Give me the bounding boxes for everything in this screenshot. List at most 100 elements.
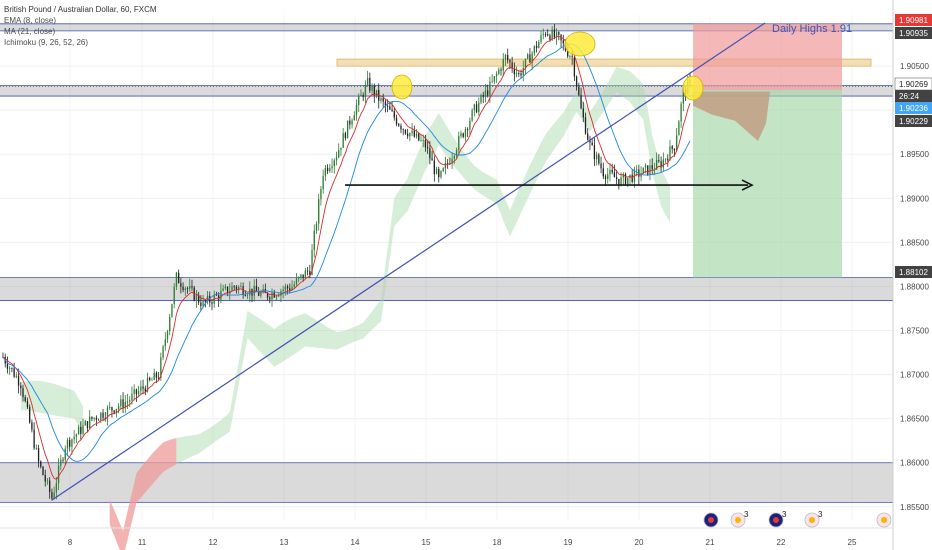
trade-position-box[interactable] <box>693 23 842 278</box>
event-icon[interactable] <box>804 512 820 528</box>
candle <box>380 96 382 104</box>
candle <box>35 444 38 450</box>
ema-legend[interactable]: EMA (8, close) <box>4 16 57 25</box>
candle <box>382 93 384 108</box>
candle <box>84 419 86 426</box>
price-tick-label: 1.88500 <box>900 238 929 247</box>
candle-body <box>404 129 407 134</box>
take-profit-zone[interactable] <box>693 89 842 278</box>
candle-body <box>595 154 598 160</box>
candle-body <box>186 288 189 290</box>
candle-body <box>102 412 104 418</box>
candle <box>126 393 129 410</box>
candle <box>600 156 602 174</box>
economic-event-icons[interactable]: 3 3 3 <box>703 510 892 528</box>
candle <box>535 41 538 53</box>
candle-body <box>42 466 44 476</box>
price-tag[interactable] <box>895 115 932 127</box>
ma-line <box>2 43 691 462</box>
candle-body <box>518 73 520 74</box>
candle <box>582 101 584 123</box>
icon-center <box>809 517 815 523</box>
candle-body <box>15 376 18 377</box>
price-tag[interactable] <box>895 14 932 26</box>
candle-body <box>157 377 160 379</box>
candle <box>49 477 51 499</box>
candle <box>518 71 520 77</box>
highlight-circle[interactable] <box>682 75 704 101</box>
trendline[interactable] <box>51 22 766 501</box>
candle-body <box>211 302 213 304</box>
symbol-title[interactable]: British Pound / Australian Dollar, 60, F… <box>4 5 157 14</box>
candle <box>46 478 49 485</box>
highlight-circle[interactable] <box>391 74 413 100</box>
price-tag[interactable] <box>895 102 932 114</box>
candle-body <box>635 169 638 171</box>
candle-body <box>346 120 349 139</box>
highlight-circle[interactable] <box>564 31 596 57</box>
candle <box>589 135 591 151</box>
price-tag[interactable] <box>895 90 932 102</box>
au-flag-icon[interactable] <box>703 512 719 528</box>
candle <box>166 329 169 344</box>
candle-body <box>495 73 498 77</box>
candle <box>189 278 191 292</box>
candle <box>480 93 482 105</box>
candle-body <box>322 175 324 190</box>
ichimoku-legend[interactable]: Ichimoku (9, 26, 52, 26) <box>4 38 89 47</box>
candle-body <box>204 300 206 302</box>
candle <box>651 158 653 176</box>
candle-body <box>444 163 447 169</box>
candle <box>607 167 609 184</box>
candle <box>137 385 140 398</box>
ma-legend[interactable]: MA (21, close) <box>4 27 56 36</box>
resistance-band[interactable] <box>336 58 872 67</box>
candle <box>458 131 460 155</box>
candle-body <box>511 62 513 69</box>
drawings[interactable]: Daily Highs 1.91 <box>51 22 852 501</box>
candle-body <box>195 294 198 301</box>
candle-body <box>231 286 233 291</box>
candle-body <box>602 168 604 177</box>
candle <box>211 299 213 311</box>
horizontal-zone[interactable] <box>0 23 893 31</box>
price-tick-label: 1.90500 <box>900 62 929 71</box>
candle-body <box>649 165 651 175</box>
candle-body <box>669 146 671 161</box>
time-axis[interactable]: 8 11 12 13 14 15 18 19 20 21 22 25 <box>0 527 893 547</box>
candle-body <box>340 147 342 151</box>
horizontal-zone[interactable] <box>0 85 893 97</box>
price-tag[interactable] <box>895 266 932 278</box>
candle <box>667 154 669 167</box>
price-tag[interactable] <box>895 27 932 39</box>
event-icon[interactable] <box>730 512 746 528</box>
candle <box>442 167 444 173</box>
candle-body <box>478 102 480 113</box>
price-axis[interactable]: 1.905001.900001.895001.890001.885001.880… <box>892 0 932 550</box>
candle-body <box>544 33 547 35</box>
candle <box>671 145 673 154</box>
candle-body <box>77 426 80 435</box>
horizontal-zone[interactable] <box>0 277 893 301</box>
au-flag-icon[interactable] <box>768 512 784 528</box>
candle-body <box>175 272 178 287</box>
candle-body <box>615 177 618 179</box>
candle <box>404 129 407 135</box>
candle-body <box>338 150 340 158</box>
candle <box>64 445 66 466</box>
candle <box>500 67 502 76</box>
stop-loss-zone[interactable] <box>693 23 842 90</box>
candle-body <box>406 133 409 137</box>
price-tag-label: 1.90935 <box>899 29 928 38</box>
candle <box>318 193 320 231</box>
event-icon[interactable] <box>876 512 892 528</box>
candle-body <box>533 46 536 54</box>
daily-highs-label[interactable]: Daily Highs 1.91 <box>772 23 852 35</box>
time-tick-label: 18 <box>493 538 502 547</box>
candle <box>424 134 427 152</box>
price-tag-label: 1.90981 <box>899 16 928 25</box>
candle-body <box>235 286 238 290</box>
candle-body <box>578 86 580 96</box>
candle <box>413 125 415 138</box>
